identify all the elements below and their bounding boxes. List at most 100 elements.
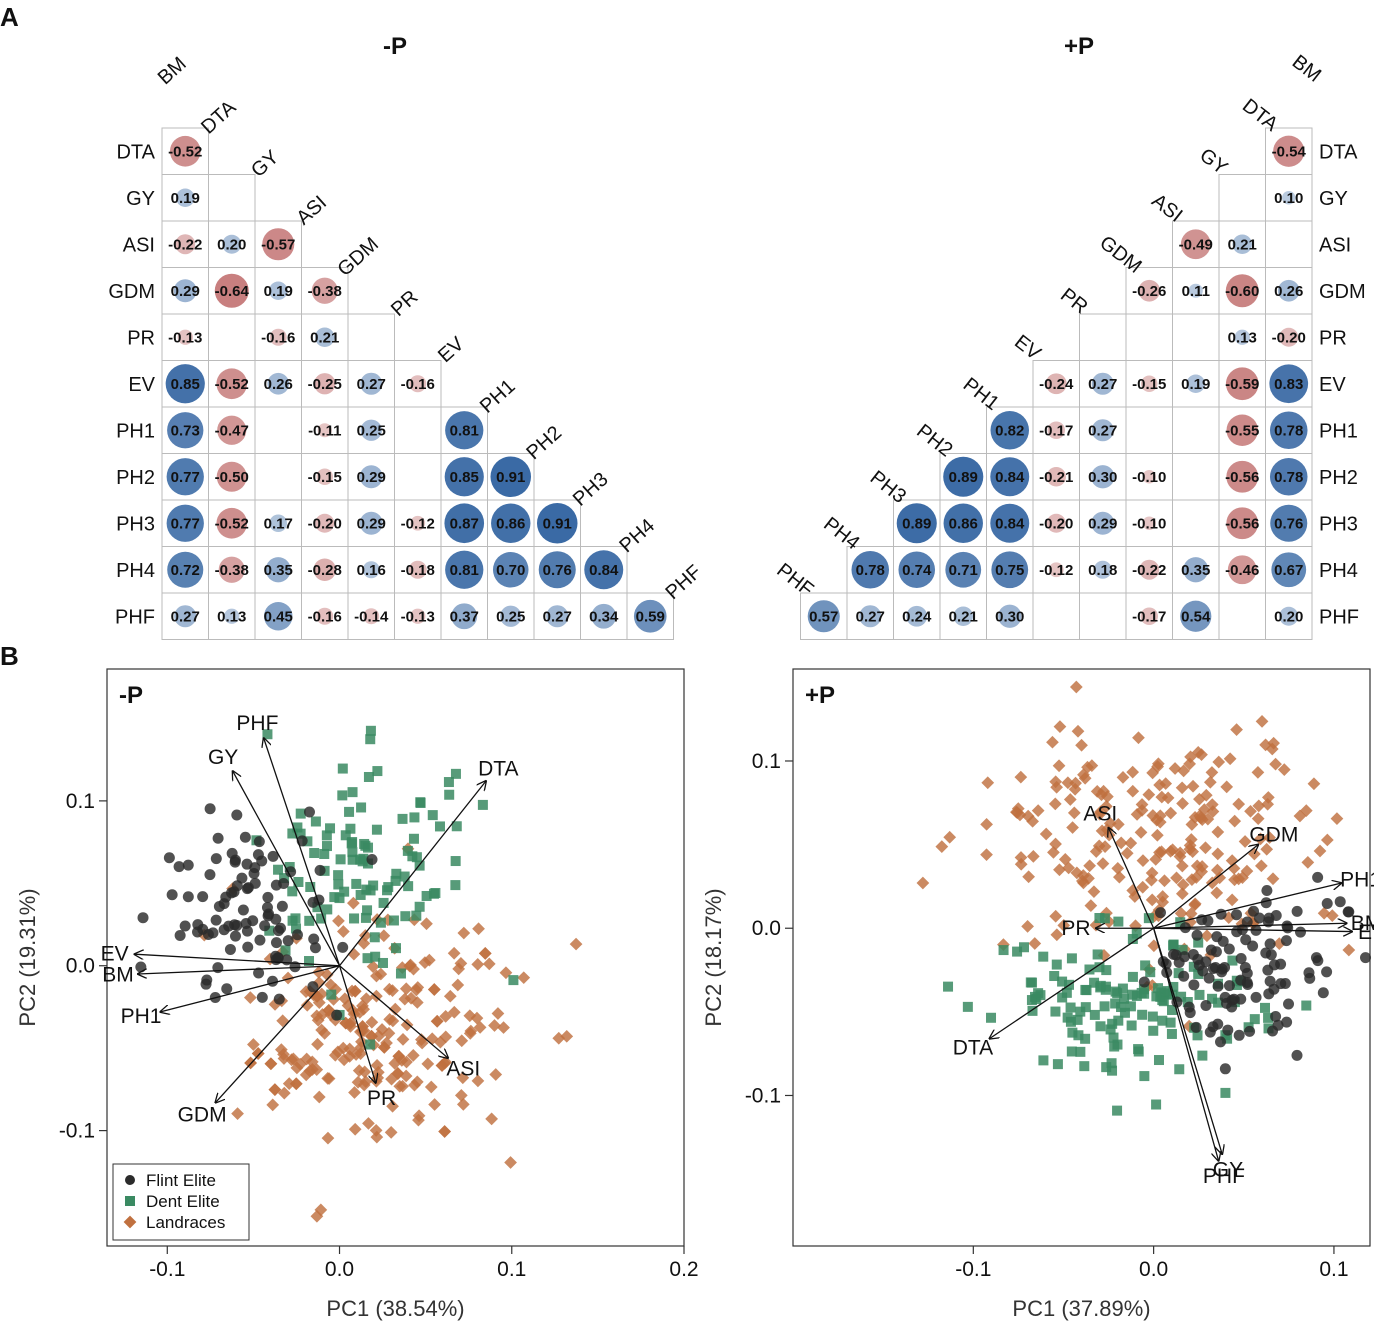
- dent-point: [1066, 1046, 1077, 1057]
- dent-point: [1112, 1105, 1123, 1116]
- corr-value: -0.52: [215, 376, 249, 393]
- flint-point: [197, 891, 209, 903]
- loading-label: PHF: [236, 712, 278, 735]
- flint-point: [241, 883, 253, 895]
- corr-value: 0.11: [1182, 283, 1210, 300]
- loading-label: PH1: [121, 1005, 162, 1028]
- corr-cell: [1079, 313, 1127, 361]
- corr-circle: [896, 503, 937, 544]
- corr-row-label: PH2: [1319, 467, 1358, 489]
- corr-value: -0.47: [215, 422, 249, 439]
- landrace-point: [1136, 854, 1150, 867]
- landrace-point: [243, 991, 257, 1004]
- flint-point: [1207, 963, 1219, 975]
- dent-point: [1147, 1011, 1158, 1022]
- loading-label: DTA: [953, 1037, 993, 1060]
- landrace-point: [1083, 859, 1097, 873]
- dent-point: [372, 766, 383, 777]
- flint-point: [1244, 1025, 1256, 1037]
- corr-value: -0.12: [401, 515, 435, 532]
- corr-value: 0.74: [902, 562, 932, 579]
- flint-point: [285, 866, 297, 878]
- dent-point: [1137, 1009, 1148, 1020]
- corr-circle: [898, 551, 936, 589]
- flint-point: [231, 809, 243, 821]
- flint-point: [163, 852, 175, 864]
- dent-point: [1162, 986, 1173, 997]
- corr-circle: [167, 412, 204, 449]
- landrace-point: [1084, 899, 1098, 913]
- flint-point: [275, 922, 287, 934]
- landrace-point: [1126, 784, 1140, 798]
- corr-row-label: PHF: [115, 606, 155, 628]
- corr-circle: [360, 372, 383, 395]
- flint-point: [220, 891, 232, 903]
- corr-circle: [316, 607, 334, 625]
- corr-circle: [445, 550, 484, 589]
- corr-value: -0.49: [1179, 236, 1213, 253]
- dent-point: [371, 824, 382, 835]
- flint-point: [1360, 952, 1372, 964]
- dent-point: [344, 806, 355, 817]
- corr-value: 0.18: [1088, 562, 1117, 579]
- corr-circle: [1142, 470, 1156, 484]
- dent-point: [1301, 1000, 1312, 1011]
- landrace-point: [485, 1112, 498, 1126]
- landrace-point: [1145, 893, 1159, 907]
- flint-point: [1321, 966, 1333, 978]
- dent-point: [1119, 1007, 1130, 1018]
- dent-point: [351, 878, 362, 889]
- dent-point: [375, 917, 386, 928]
- corr-circle: [359, 511, 383, 535]
- corr-value: -0.26: [1132, 283, 1166, 300]
- corr-value: 0.19: [264, 283, 293, 300]
- flint-point: [1191, 929, 1203, 941]
- landrace-point: [1132, 731, 1145, 745]
- loading-arrow: [138, 965, 340, 974]
- landrace-point: [348, 1086, 361, 1099]
- flint-point: [1283, 998, 1295, 1010]
- dent-point: [508, 975, 519, 986]
- dent-point: [986, 1012, 997, 1023]
- flint-point: [281, 954, 293, 966]
- flint-point: [1343, 906, 1355, 918]
- corr-circle: [360, 419, 382, 441]
- flint-point: [173, 861, 185, 873]
- loading-arrow: [216, 965, 341, 1103]
- corr-circle: [315, 327, 335, 347]
- corr-circle: [633, 599, 667, 633]
- landrace-point: [1186, 779, 1200, 793]
- dent-point: [365, 1039, 376, 1050]
- dent-point: [362, 953, 373, 964]
- dent-point: [1080, 1033, 1091, 1044]
- dent-point: [321, 830, 332, 841]
- corr-cell: [1172, 313, 1220, 361]
- dent-point: [1113, 1015, 1124, 1026]
- flint-point: [1241, 967, 1253, 979]
- corr-circle: [991, 551, 1029, 589]
- dent-point: [403, 881, 414, 892]
- landrace-point: [1342, 943, 1356, 957]
- dent-point: [1061, 987, 1072, 998]
- flint-point: [236, 872, 248, 884]
- dent-point: [1213, 997, 1224, 1008]
- flint-point: [1321, 897, 1333, 909]
- dent-point: [1263, 1012, 1274, 1023]
- landrace-point: [456, 1098, 470, 1111]
- flint-point: [239, 831, 251, 843]
- dent-point: [287, 828, 298, 839]
- dent-point: [362, 905, 373, 916]
- y-axis-label: PC2 (18.17%): [701, 888, 726, 1026]
- landrace-point: [1205, 766, 1219, 779]
- landrace-point: [427, 983, 441, 996]
- flint-point: [1173, 957, 1185, 969]
- dent-point: [322, 904, 333, 915]
- flint-point: [1281, 1016, 1293, 1028]
- landrace-point: [1175, 859, 1189, 873]
- flint-point: [200, 978, 212, 990]
- landrace-point: [1307, 777, 1321, 791]
- dent-point: [1052, 1059, 1063, 1070]
- landrace-point: [916, 876, 930, 890]
- flint-point: [1188, 979, 1200, 991]
- dent-point: [329, 892, 340, 903]
